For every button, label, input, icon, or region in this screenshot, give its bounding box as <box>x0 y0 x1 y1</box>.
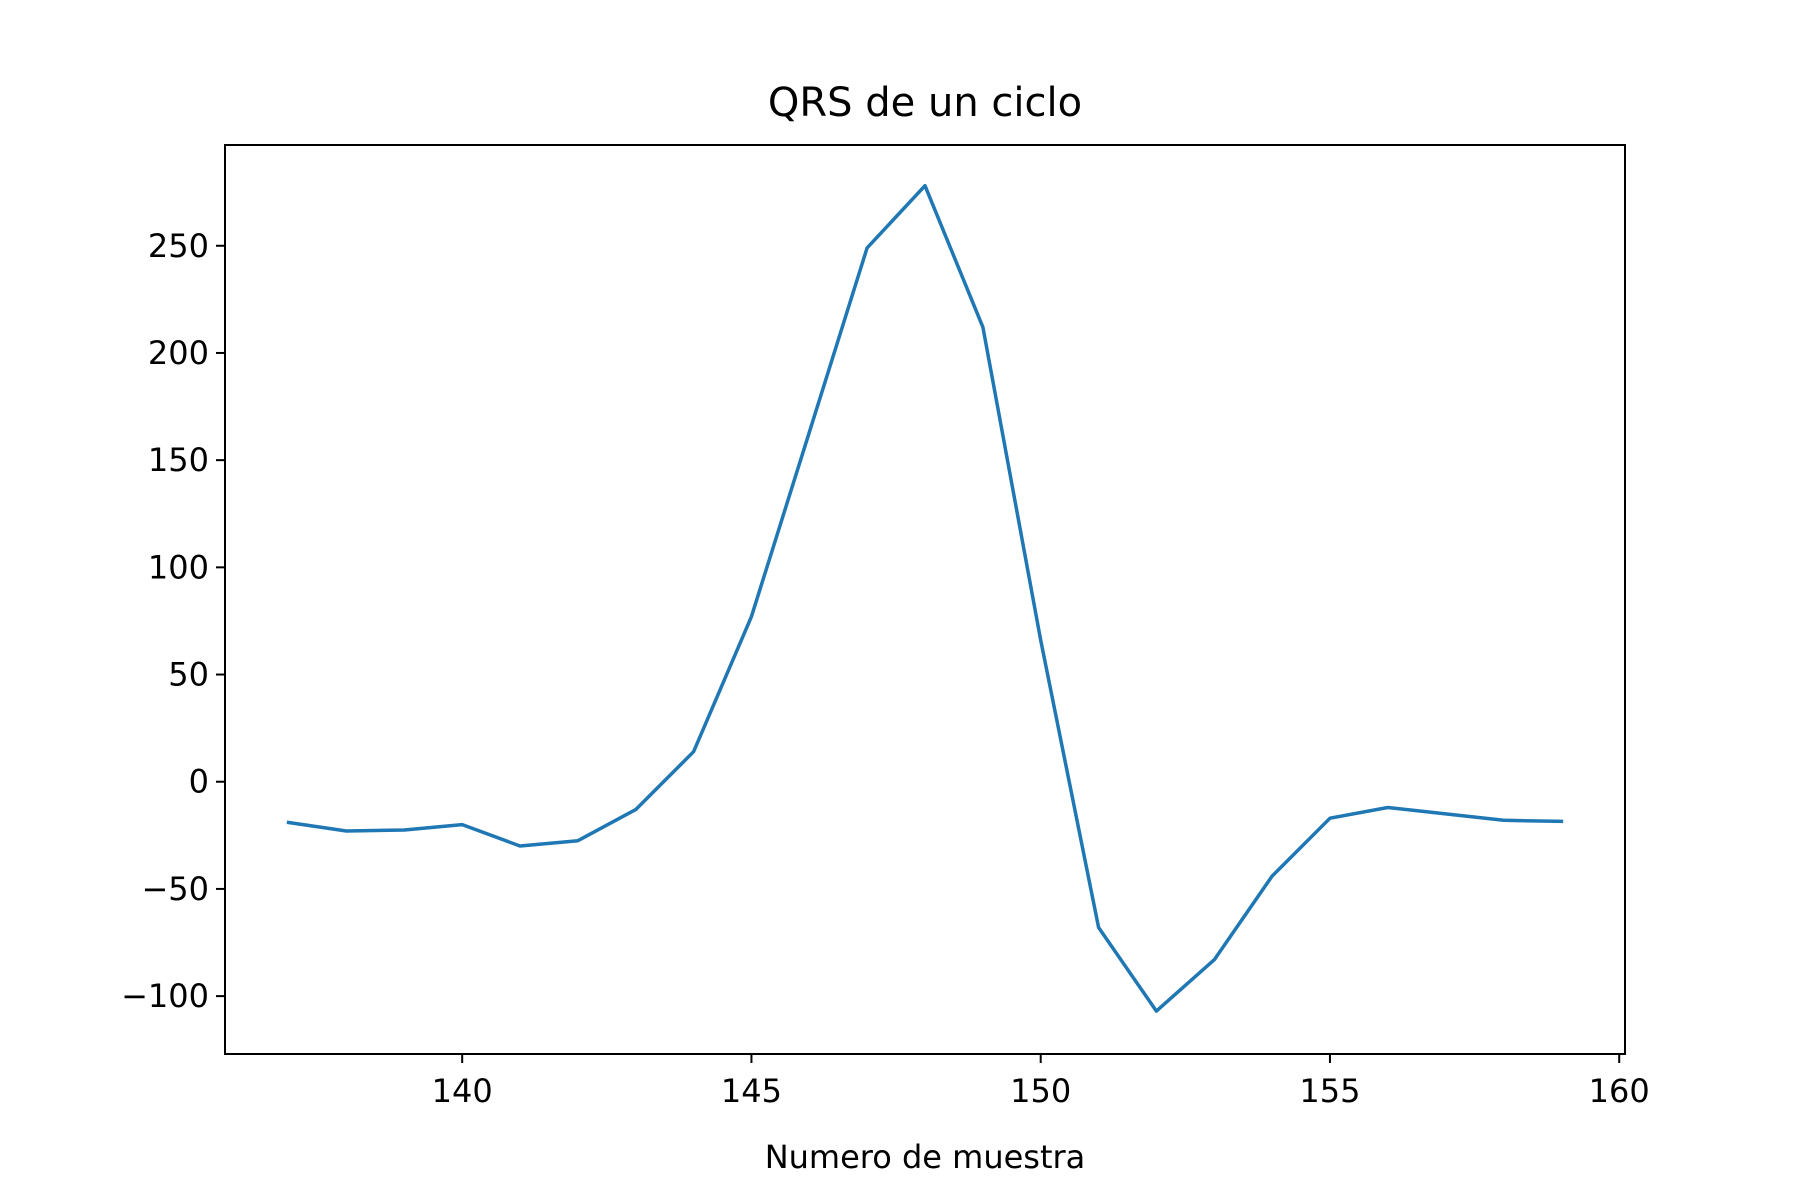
y-axis: −100 −50 0 50 100 150 200 250 <box>121 227 225 1015</box>
series-line <box>286 183 1564 1013</box>
axes-frame <box>224 144 1626 1055</box>
y-tick-label: 0 <box>189 763 209 801</box>
y-tick-label: −100 <box>121 977 209 1015</box>
x-tick-label: 145 <box>721 1072 782 1110</box>
x-tick-label: 150 <box>1010 1072 1071 1110</box>
x-tick-label: 160 <box>1589 1072 1650 1110</box>
x-tick-label: 140 <box>432 1072 493 1110</box>
x-tick-label: 155 <box>1299 1072 1360 1110</box>
y-tick-label: 250 <box>148 227 209 265</box>
chart-title: QRS de un ciclo <box>768 80 1082 126</box>
y-tick-label: 100 <box>148 548 209 586</box>
y-tick-label: 50 <box>168 656 209 694</box>
plot-area <box>286 183 1564 1013</box>
x-axis: 140 145 150 155 160 <box>432 1054 1650 1110</box>
y-tick-label: −50 <box>141 870 209 908</box>
y-tick-label: 150 <box>148 441 209 479</box>
x-axis-label: Numero de muestra <box>765 1138 1086 1176</box>
y-tick-label: 200 <box>148 334 209 372</box>
